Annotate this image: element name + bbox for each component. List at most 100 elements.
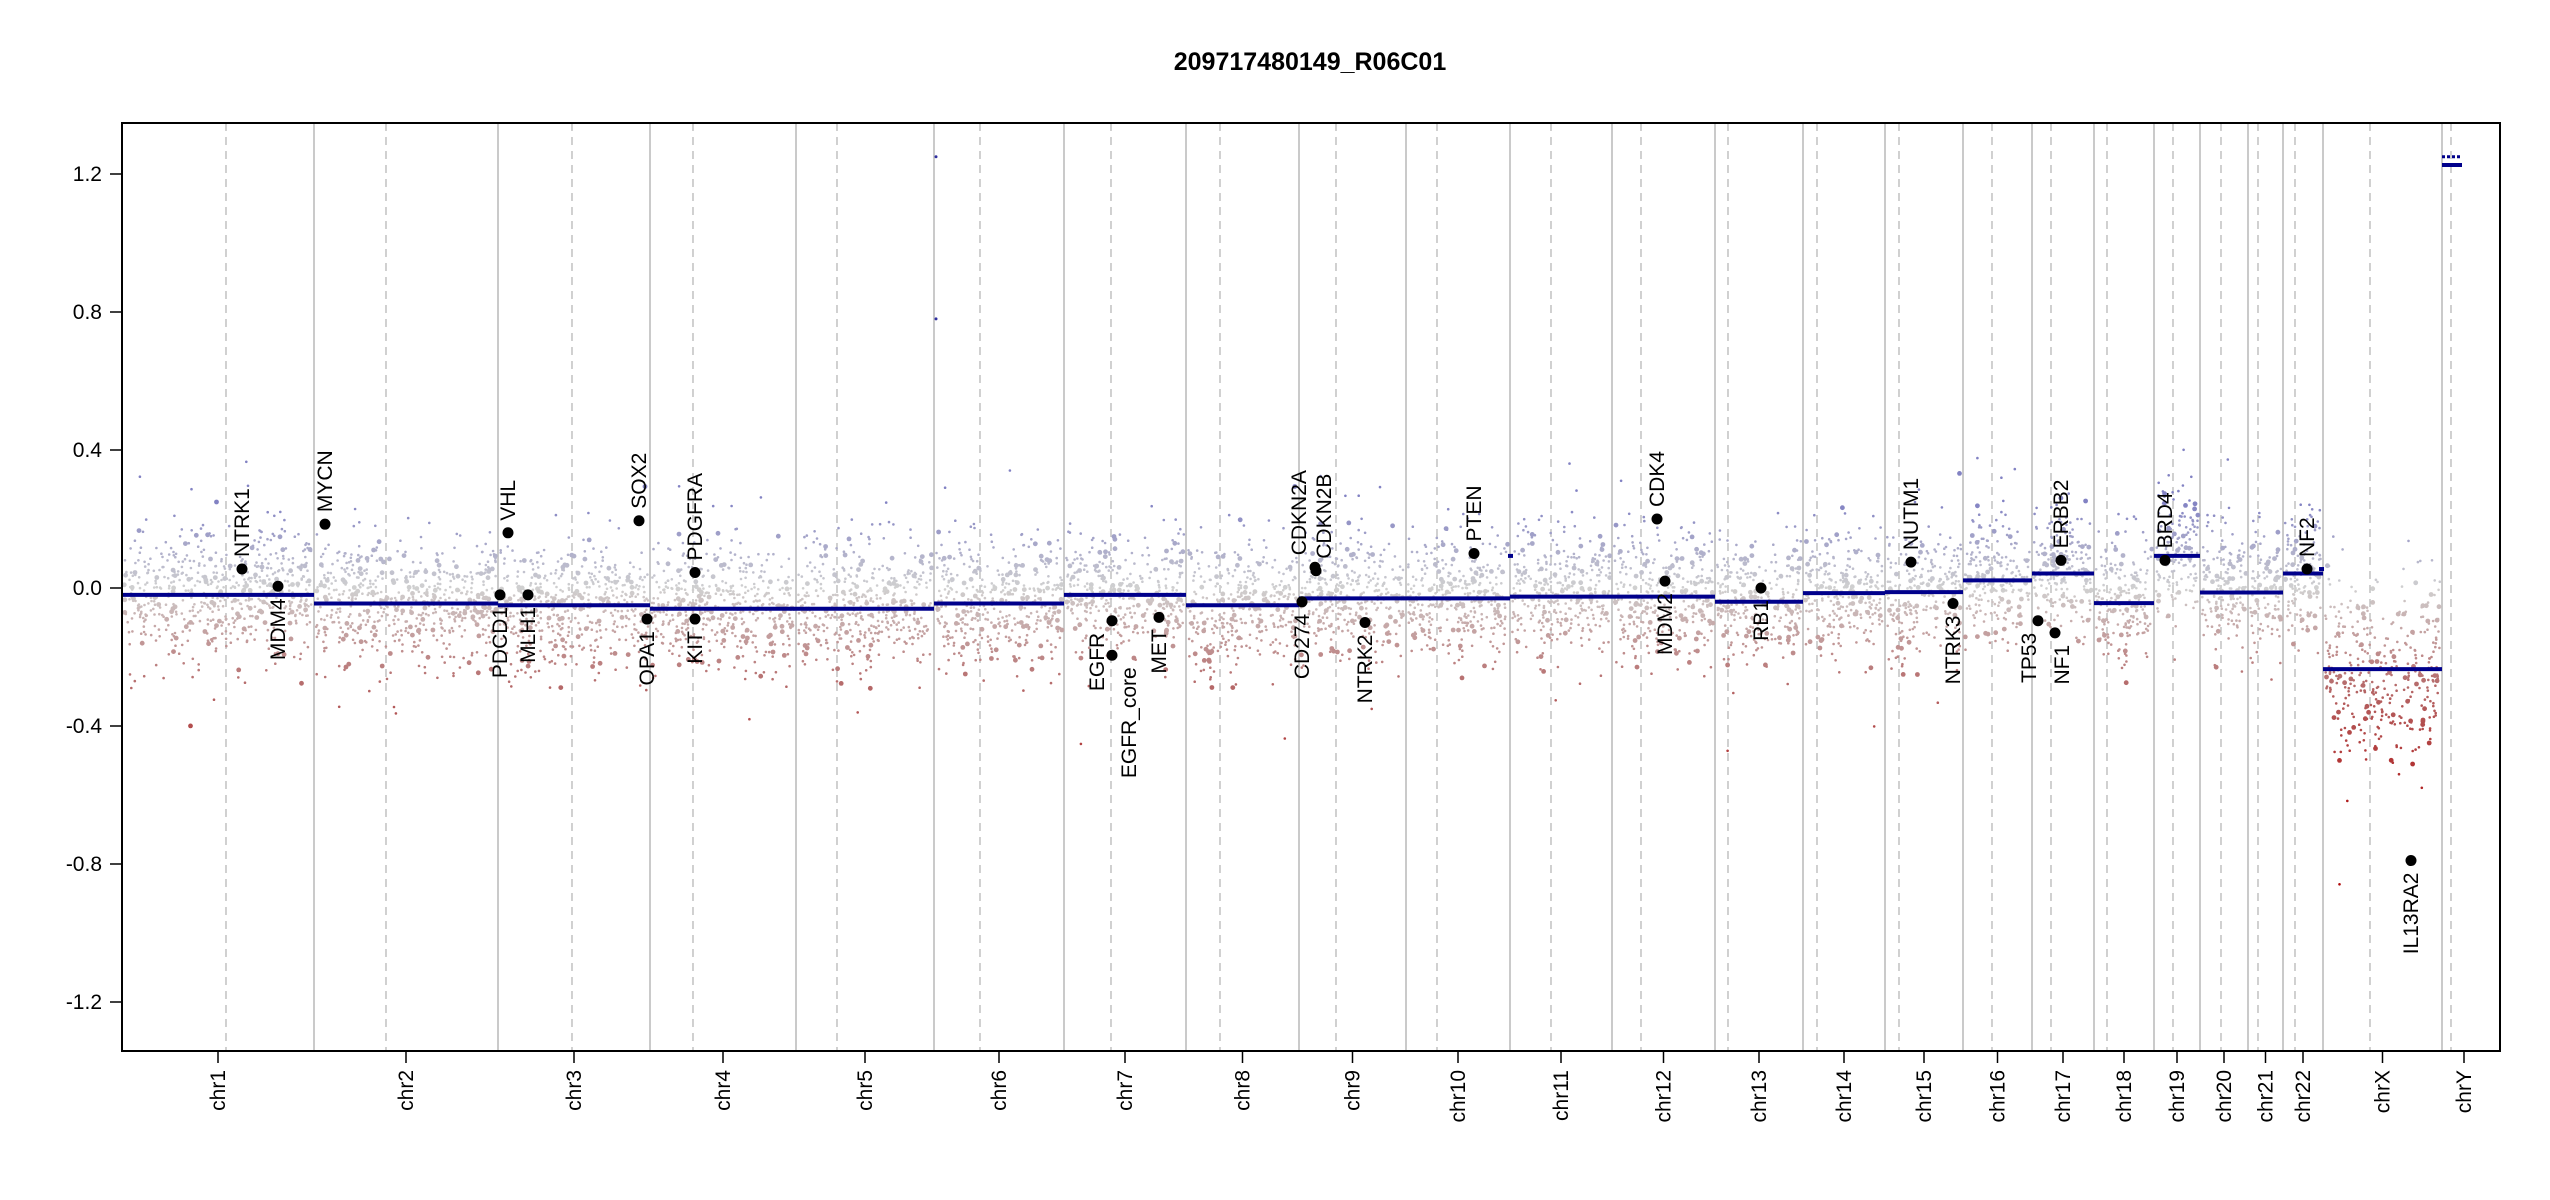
- probe-point: [1440, 542, 1446, 548]
- probe-point: [273, 636, 277, 640]
- probe-point: [287, 558, 291, 561]
- probe-point: [943, 486, 947, 490]
- probe-point: [788, 616, 792, 620]
- probe-point: [668, 548, 672, 551]
- probe-point: [871, 576, 874, 579]
- probe-point: [592, 547, 595, 550]
- probe-point: [1635, 616, 1639, 619]
- probe-point: [701, 627, 705, 631]
- probe-point: [1503, 617, 1507, 621]
- probe-point: [581, 648, 584, 651]
- probe-point: [722, 645, 726, 649]
- probe-point: [456, 613, 462, 619]
- probe-point: [498, 623, 502, 626]
- probe-point: [1192, 614, 1196, 618]
- probe-point: [164, 540, 168, 544]
- probe-point: [643, 599, 646, 602]
- probe-point: [1220, 641, 1223, 645]
- probe-point: [986, 611, 989, 614]
- probe-point: [949, 572, 953, 576]
- probe-point: [977, 651, 980, 655]
- probe-point: [365, 568, 369, 571]
- probe-point: [249, 632, 252, 636]
- probe-point: [302, 575, 306, 578]
- probe-point: [925, 629, 929, 632]
- probe-point: [877, 653, 881, 656]
- probe-point: [366, 593, 370, 597]
- probe-point: [1459, 525, 1462, 529]
- probe-point: [554, 593, 558, 597]
- probe-point: [317, 632, 320, 635]
- probe-point: [1375, 588, 1378, 592]
- probe-point: [1177, 542, 1180, 545]
- probe-point: [1117, 587, 1122, 593]
- probe-point: [1589, 578, 1592, 582]
- probe-point: [972, 606, 976, 609]
- probe-point: [956, 573, 959, 577]
- probe-point: [527, 652, 530, 656]
- probe-point: [624, 624, 628, 628]
- probe-point: [1001, 556, 1005, 560]
- probe-point: [288, 604, 292, 608]
- probe-point: [158, 606, 162, 609]
- probe-point: [891, 598, 896, 603]
- probe-point: [1598, 568, 1601, 571]
- probe-point: [1085, 610, 1088, 614]
- probe-point: [686, 593, 689, 596]
- probe-point: [1512, 610, 1515, 614]
- probe-point: [345, 566, 349, 570]
- probe-point: [1212, 646, 1215, 649]
- probe-point: [177, 652, 181, 655]
- probe-point: [773, 620, 776, 623]
- probe-point: [1529, 617, 1533, 621]
- probe-point: [1170, 643, 1176, 649]
- probe-point: [1511, 630, 1514, 634]
- probe-point: [222, 576, 228, 581]
- probe-point: [172, 634, 176, 638]
- probe-point: [1014, 623, 1017, 626]
- probe-point: [1047, 609, 1051, 613]
- probe-point: [1628, 600, 1632, 604]
- probe-point: [1100, 589, 1106, 594]
- probe-point: [992, 546, 995, 549]
- probe-point: [1001, 573, 1004, 576]
- probe-point: [1039, 619, 1042, 622]
- probe-point: [1140, 577, 1144, 580]
- probe-point: [371, 594, 375, 598]
- probe-point: [1517, 552, 1521, 556]
- probe-point: [273, 571, 277, 574]
- probe-point: [549, 572, 553, 575]
- probe-point: [902, 586, 906, 589]
- probe-point: [1007, 636, 1011, 639]
- probe-point: [258, 585, 262, 589]
- probe-point: [564, 641, 568, 644]
- probe-point: [895, 623, 898, 626]
- probe-point: [1453, 661, 1456, 665]
- probe-point: [714, 633, 717, 636]
- probe-point: [575, 570, 579, 574]
- probe-point: [1549, 554, 1553, 558]
- probe-point: [1632, 622, 1636, 626]
- probe-point: [923, 632, 926, 635]
- probe-point: [859, 672, 862, 675]
- probe-point: [129, 585, 135, 590]
- probe-point: [1682, 599, 1686, 603]
- probe-point: [170, 638, 173, 642]
- probe-point: [511, 549, 514, 552]
- probe-point: [222, 565, 226, 568]
- probe-point: [411, 560, 415, 564]
- probe-point: [1318, 591, 1324, 597]
- probe-point: [158, 612, 161, 616]
- probe-point: [825, 641, 828, 645]
- probe-point: [1037, 615, 1040, 618]
- probe-point: [962, 671, 968, 677]
- probe-point: [1133, 627, 1136, 631]
- probe-point: [753, 594, 757, 598]
- probe-point: [691, 588, 695, 592]
- probe-point: [1563, 617, 1569, 623]
- probe-point: [936, 566, 939, 569]
- probe-point: [408, 624, 413, 630]
- probe-point: [589, 648, 593, 652]
- probe-point: [1317, 582, 1320, 585]
- probe-point: [548, 641, 551, 644]
